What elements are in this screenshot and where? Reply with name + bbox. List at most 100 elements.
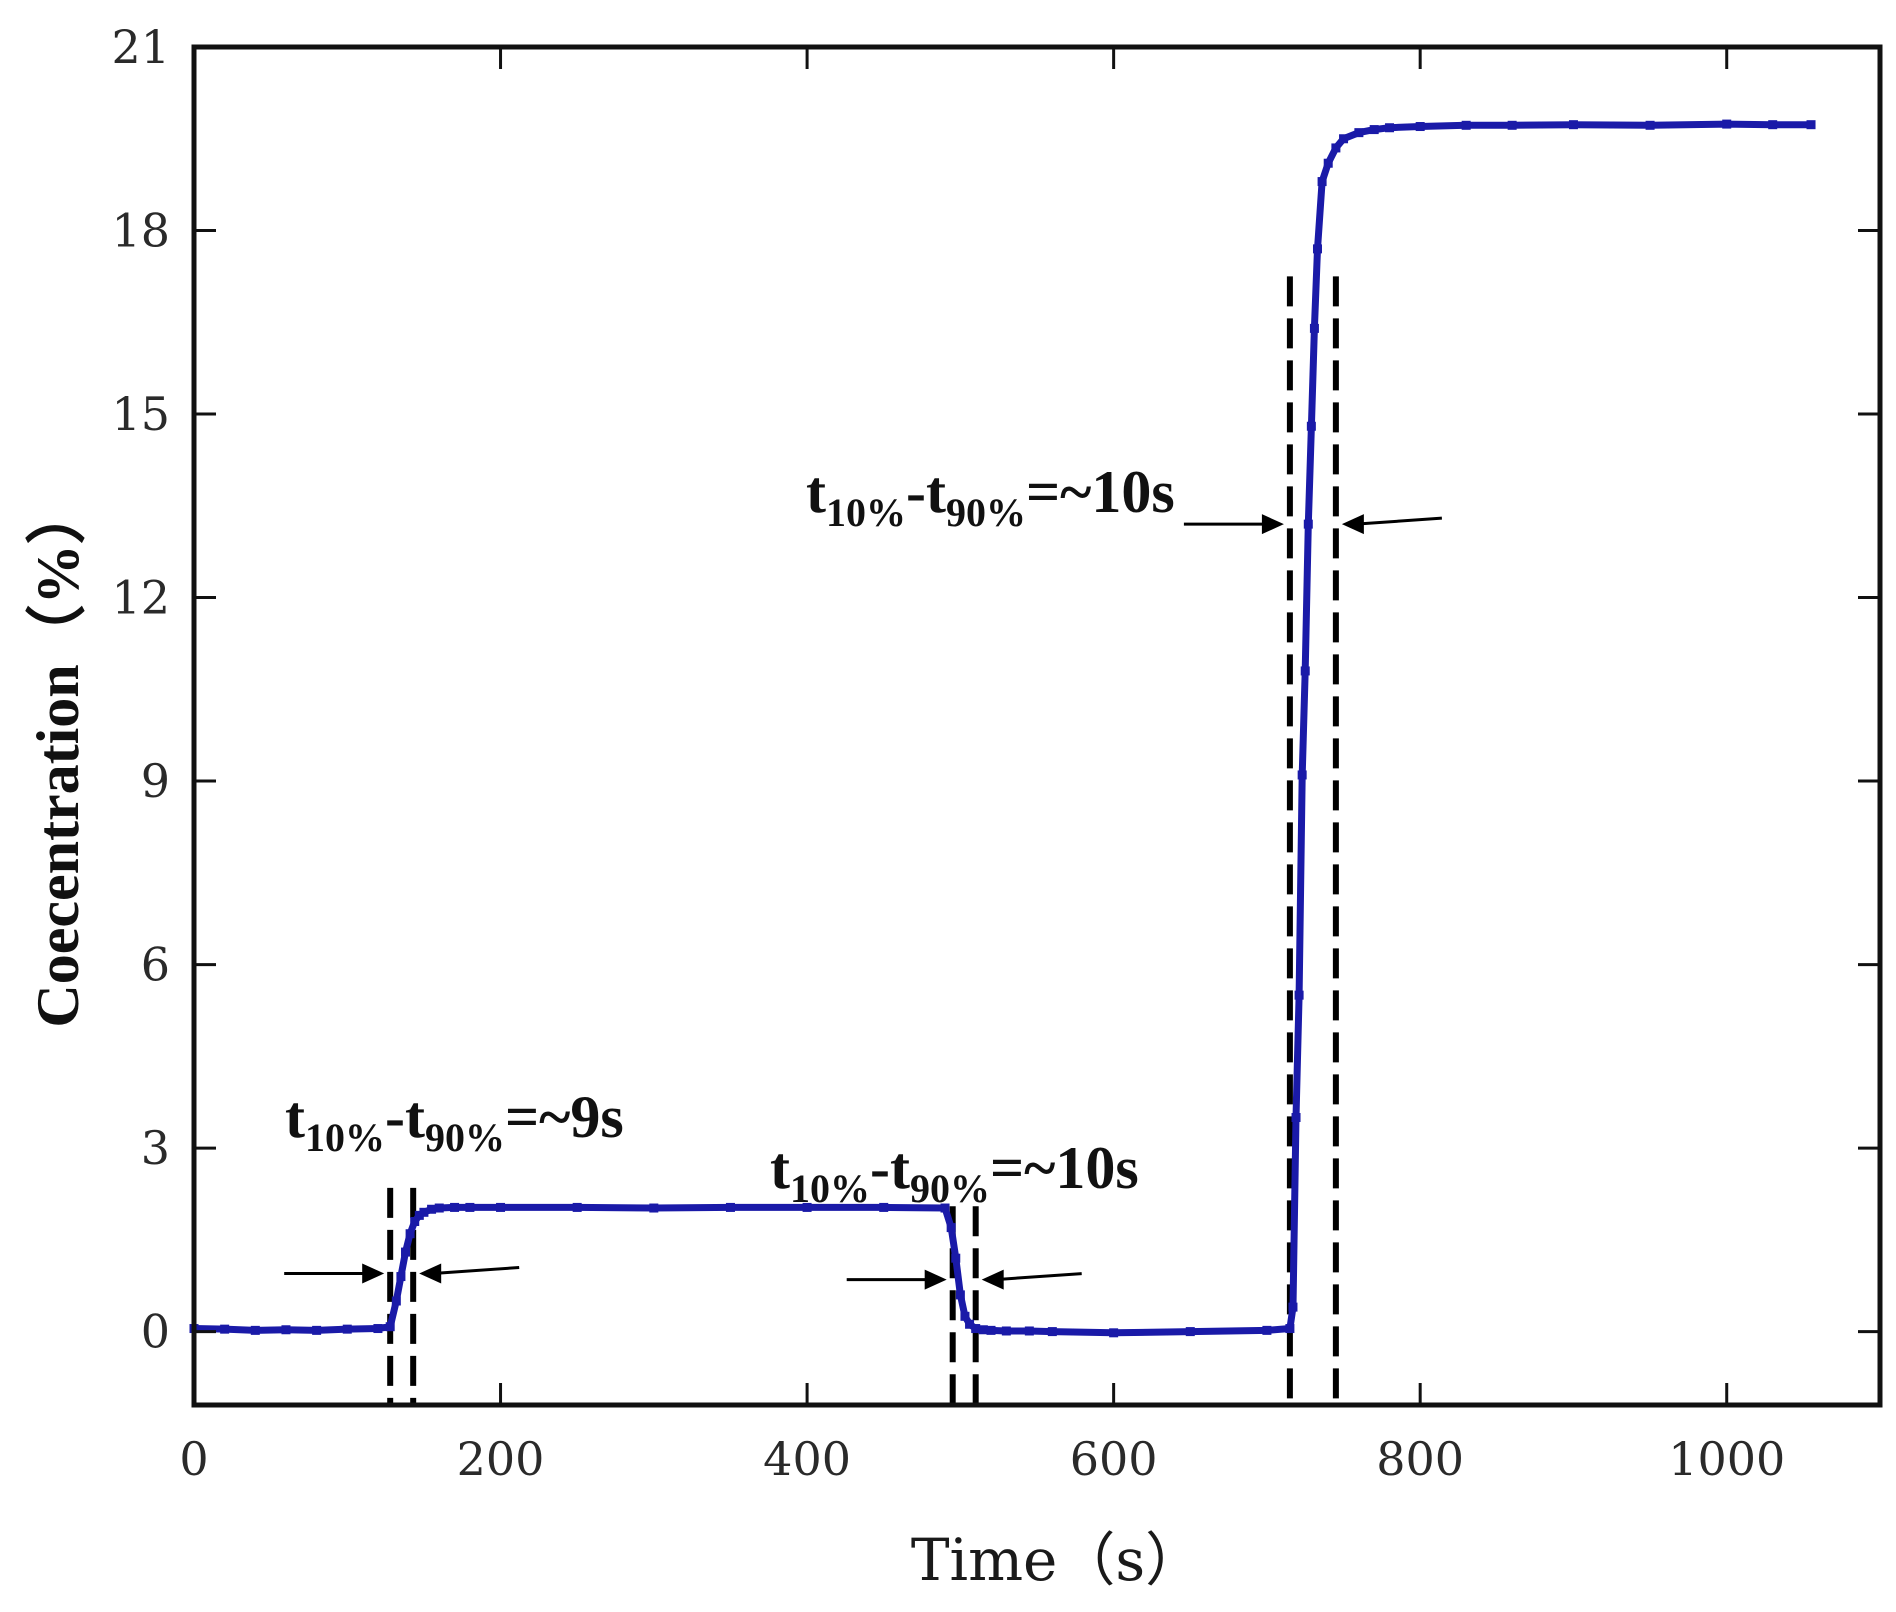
data-point	[955, 1290, 965, 1300]
data-point	[1645, 120, 1655, 130]
annotation-part: 90%	[425, 1115, 505, 1160]
annotation-label-1: t10%-t90%=~10s	[770, 1135, 1139, 1211]
data-point	[1806, 120, 1816, 130]
data-point	[1323, 158, 1333, 168]
data-point	[1722, 119, 1732, 129]
annotation-part: -t	[385, 1084, 425, 1150]
data-point	[1461, 120, 1471, 130]
data-point	[1415, 122, 1425, 132]
data-point	[405, 1229, 415, 1239]
annotation-label-2: t10%-t90%=~10s	[806, 459, 1175, 535]
y-tick-label-6: 18	[111, 204, 170, 258]
data-point	[971, 1324, 981, 1334]
data-point	[965, 1319, 975, 1329]
annotation-label-0: t10%-t90%=~9s	[285, 1084, 624, 1160]
arrow-right-head-2	[1341, 514, 1364, 535]
data-point	[401, 1247, 411, 1257]
response-time-arrows	[284, 514, 1442, 1290]
data-point	[1385, 123, 1395, 133]
data-point	[1312, 244, 1322, 254]
data-point	[986, 1325, 996, 1335]
data-point	[385, 1322, 395, 1332]
annotation-part: 10%	[790, 1166, 870, 1211]
y-tick-label-4: 12	[111, 571, 170, 625]
data-point	[951, 1253, 961, 1263]
data-point	[978, 1325, 988, 1335]
data-point	[465, 1202, 475, 1212]
data-point	[1369, 125, 1379, 135]
annotation-part: 10%	[826, 490, 906, 535]
annotation-part: -t	[870, 1135, 910, 1201]
annotation-part: =~10s	[990, 1135, 1139, 1201]
data-point	[1262, 1325, 1272, 1335]
arrow-left-head-2	[1261, 514, 1284, 535]
data-point	[1047, 1327, 1057, 1337]
data-point	[1568, 120, 1578, 130]
annotation-part: t	[806, 459, 826, 525]
arrow-right-head-1	[981, 1269, 1004, 1290]
annotation-part: 90%	[910, 1166, 990, 1211]
plot-frame	[191, 44, 1883, 1408]
x-tick-label-0: 0	[179, 1432, 208, 1486]
x-tick-labels: 0 200 400 600 800 1000	[179, 1432, 1785, 1486]
y-tick-label-5: 15	[111, 387, 170, 441]
data-point	[1507, 120, 1517, 130]
data-point	[496, 1202, 506, 1212]
annotation-part: t	[770, 1135, 790, 1201]
data-point	[879, 1202, 889, 1212]
arrow-left-head-0	[362, 1263, 385, 1284]
x-tick-label-2: 400	[763, 1432, 851, 1486]
arrow-right-head-0	[419, 1263, 442, 1284]
arrow-right-shaft-0	[433, 1265, 520, 1275]
data-point	[434, 1203, 444, 1213]
data-point	[1285, 1324, 1295, 1334]
data-point	[1291, 1112, 1301, 1122]
x-tick-label-5: 1000	[1668, 1432, 1785, 1486]
data-point	[414, 1210, 424, 1220]
data-point	[1297, 770, 1307, 780]
y-tick-label-2: 6	[141, 938, 170, 992]
data-point	[1109, 1328, 1119, 1338]
data-point	[1294, 990, 1304, 1000]
data-point	[342, 1324, 352, 1334]
data-point	[450, 1202, 460, 1212]
arrow-right-shaft-1	[995, 1272, 1082, 1282]
y-tick-labels: 0 3 6 9 12 15 18 21	[111, 20, 170, 1359]
data-point	[802, 1202, 812, 1212]
annotation-part: 90%	[946, 490, 1026, 535]
x-axis-title: Time（s）	[911, 1526, 1203, 1594]
annotation-part: -t	[906, 459, 946, 525]
axis-ticks	[192, 45, 1880, 1405]
x-tick-label-4: 800	[1376, 1432, 1464, 1486]
data-point	[1354, 128, 1364, 138]
y-tick-label-0: 0	[141, 1305, 170, 1359]
data-point	[1300, 666, 1310, 676]
data-point	[250, 1325, 260, 1335]
data-point	[725, 1202, 735, 1212]
data-point	[427, 1204, 437, 1214]
response-time-guides	[387, 276, 1339, 1405]
y-tick-label-3: 9	[141, 754, 170, 808]
data-point	[1306, 421, 1316, 431]
data-point	[572, 1202, 582, 1212]
data-point	[1339, 134, 1349, 144]
data-point	[940, 1203, 950, 1213]
data-point	[373, 1324, 383, 1334]
y-axis-title: Coecentration（%）	[24, 484, 91, 1027]
data-point	[1768, 120, 1778, 130]
data-point	[1024, 1326, 1034, 1336]
data-point	[1331, 143, 1341, 153]
data-point	[1309, 323, 1319, 333]
y-tick-label-1: 3	[141, 1121, 170, 1175]
data-point	[1001, 1326, 1011, 1336]
data-point	[1288, 1302, 1298, 1312]
annotation-part: =~10s	[1026, 459, 1175, 525]
data-point	[1185, 1327, 1195, 1337]
x-tick-label-3: 600	[1070, 1432, 1158, 1486]
arrow-right-shaft-2	[1355, 516, 1442, 526]
data-point	[312, 1325, 322, 1335]
data-point	[220, 1324, 230, 1334]
data-point	[1303, 519, 1313, 529]
data-point	[410, 1216, 420, 1226]
